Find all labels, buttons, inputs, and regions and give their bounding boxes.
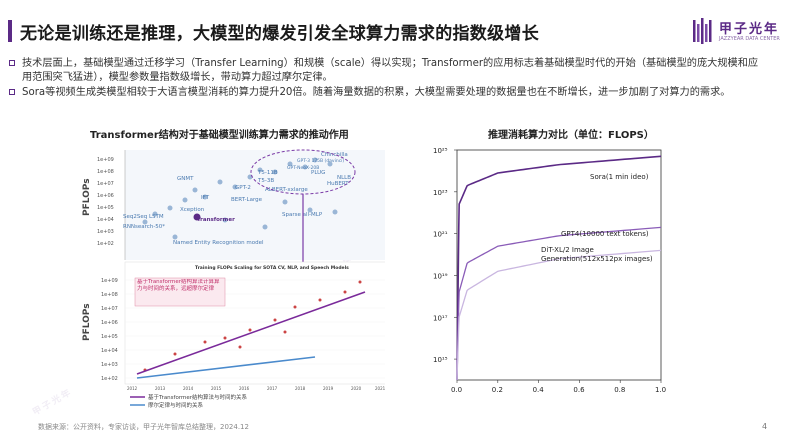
bullet-item: Sora等视频生成类模型相较于大语言模型消耗的算力提升20倍。随着海量数据的积累…	[9, 86, 767, 100]
model-label: RNNsearch-50*	[123, 224, 165, 230]
series-label-gpt4: GPT4(10000 text tokens)	[561, 230, 649, 238]
left-chart-title: Transformer结构对于基础模型训练算力需求的推动作用	[90, 130, 349, 141]
bullet-text: 技术层面上，基础模型通过迁移学习（Transfer Learning）和规模（s…	[22, 58, 759, 83]
inset-tick: 1e+02	[101, 376, 118, 382]
inset-note-box	[134, 277, 226, 307]
model-label: Xception	[180, 207, 205, 213]
inset-tick: 1e+08	[101, 292, 118, 298]
inset-tick: 1e+09	[101, 278, 118, 284]
series-line-2	[456, 249, 662, 380]
upper-tick: 1e+06	[97, 193, 114, 199]
model-label: BERT-Large	[231, 197, 263, 203]
transformer-trend-line	[136, 291, 366, 375]
y-tick-label: 10¹⁷	[433, 314, 448, 322]
x-tick-label: 0.8	[614, 386, 625, 394]
inset-year: 2016	[239, 386, 250, 391]
right-chart: 10²⁵ 10²³ 10²¹ 10¹⁹ 10¹⁷ 10¹⁵ 0.0 0.2 0.4 0.6 0.8…	[433, 147, 666, 394]
right-chart-title: 推理消耗算力对比（单位：FLOPS）	[488, 130, 654, 141]
inset-year: 2013	[155, 386, 166, 391]
upper-tick: 1e+09	[97, 157, 114, 163]
model-label: GNMT	[177, 176, 194, 182]
model-label: NLLB	[337, 175, 351, 181]
inset-note: 基于Transformer结构算法计算算力与时间的关系，远超摩尔定律	[137, 279, 220, 292]
logo-icon	[693, 18, 712, 44]
x-tick-label: 0.0	[451, 386, 462, 394]
watermark: 甲子光年	[31, 387, 75, 419]
footer-source: 数据来源：公开资料，专家访谈，甲子光年智库总结整理，2024.12	[38, 423, 249, 431]
x-tick-label: 0.2	[492, 386, 503, 394]
model-label: Chinchilla	[321, 152, 348, 158]
inset-year: 2021	[375, 386, 385, 391]
model-label: PLUG	[311, 170, 325, 176]
model-label: Transformer	[197, 217, 235, 223]
bullet-item: 技术层面上，基础模型通过迁移学习（Transfer Learning）和规模（s…	[9, 57, 767, 84]
model-label: IFT	[201, 195, 210, 201]
inset-year: 2014	[183, 386, 194, 391]
legend-label: 基于Transformer结构算法与时间的关系	[148, 393, 248, 401]
model-label: T5-3B	[257, 178, 274, 184]
inset-year: 2017	[267, 386, 278, 391]
model-label: Named Entity Recognition model	[173, 240, 264, 246]
series-line-1	[456, 226, 662, 380]
legend-label: 摩尔定律与时间的关系	[148, 401, 204, 409]
inset-tick: 1e+06	[101, 320, 118, 326]
inset-year: 2020	[351, 386, 362, 391]
inset-year: 2018	[295, 386, 306, 391]
x-tick-label: 0.4	[533, 386, 545, 394]
y-tick-label: 10²³	[433, 189, 448, 197]
bullet-square-icon	[9, 89, 15, 95]
inset-tick: 1e+04	[101, 348, 118, 354]
inset-points	[143, 280, 362, 372]
brand-logo: 甲子光年 JAZZYEAR DATA CENTER	[693, 16, 783, 46]
transformer-point	[193, 213, 201, 221]
model-label: T5-11B	[257, 170, 278, 176]
bullet-square-icon	[9, 60, 15, 66]
logo-subtitle: JAZZYEAR DATA CENTER	[719, 36, 780, 42]
x-tick-label: 1.0	[655, 386, 666, 394]
model-label: ALBERT-xxlarge	[265, 187, 308, 193]
page-number: 4	[762, 422, 768, 431]
inset-year: 2019	[323, 386, 334, 391]
y-tick-label: 10¹⁵	[433, 356, 448, 364]
x-tick-label: 0.6	[573, 386, 585, 394]
model-label: GPT-2	[235, 185, 251, 191]
upper-tick: 1e+02	[97, 241, 114, 247]
inset-year: 2012	[127, 386, 138, 391]
bullet-text: Sora等视频生成类模型相较于大语言模型消耗的算力提升20倍。随着海量数据的积累…	[22, 87, 731, 98]
upper-tick: 1e+04	[97, 217, 114, 223]
upper-chart-area	[125, 150, 385, 260]
inset-title: Training FLOPs Scaling for SOTA CV, NLP,…	[195, 265, 349, 271]
upper-tick: 1e+08	[97, 169, 114, 175]
plot-frame	[456, 149, 662, 381]
upper-tick: 1e+03	[97, 229, 114, 235]
y-tick-label: 10²¹	[433, 231, 448, 239]
model-label: GPT-3 175B (davinci)	[297, 158, 344, 164]
upper-tick: 1e+07	[97, 181, 114, 187]
left-chart: PFLOPs 1e+09 1e+08 1e+07 1e+06 1e+05 1e+…	[82, 149, 385, 409]
upper-tick: 1e+05	[97, 205, 114, 211]
series-label-dit: DiT-XL/2 Image Generation(512x512px imag…	[541, 246, 653, 263]
upper-scatter-points	[142, 157, 338, 240]
inset-ylabel: PFLOPs	[82, 303, 92, 341]
y-tick-label: 10²⁵	[433, 147, 448, 155]
model-label: HuBERT	[327, 181, 349, 187]
inset-year: 2015	[211, 386, 222, 391]
inset-tick: 1e+07	[101, 306, 118, 312]
y-tick-label: 10¹⁹	[433, 272, 448, 280]
title-accent-bar	[8, 20, 12, 42]
model-label: GPT-NeoX-20B	[287, 165, 319, 171]
page-title: 无论是训练还是推理，大模型的爆发引发全球算力需求的指数级增长	[20, 24, 539, 44]
series-label-sora: Sora(1 min ideo)	[590, 173, 649, 181]
upper-ylabel: PFLOPs	[82, 178, 92, 216]
model-label: Seq2Seq LSTM	[123, 214, 164, 220]
moore-trend-line	[136, 356, 316, 379]
inset-tick: 1e+03	[101, 362, 118, 368]
inset-tick: 1e+05	[101, 334, 118, 340]
series-line-0	[456, 155, 662, 380]
logo-name: 甲子光年	[719, 22, 780, 37]
